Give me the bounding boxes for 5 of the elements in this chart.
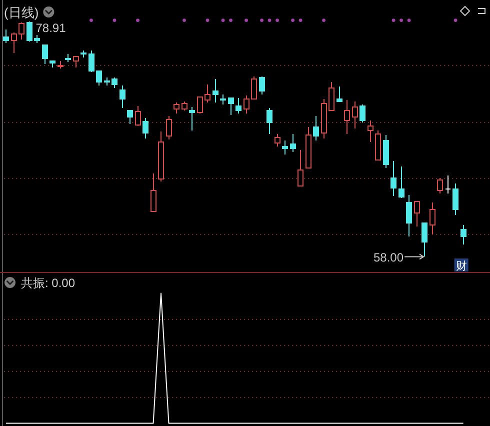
title: 共振: 0.00 <box>21 276 76 290</box>
annotation: 78.91 <box>36 20 66 35</box>
title: (日线) <box>4 5 39 20</box>
annotation: 58.00 <box>374 250 404 265</box>
annotation: 财 <box>456 260 467 272</box>
